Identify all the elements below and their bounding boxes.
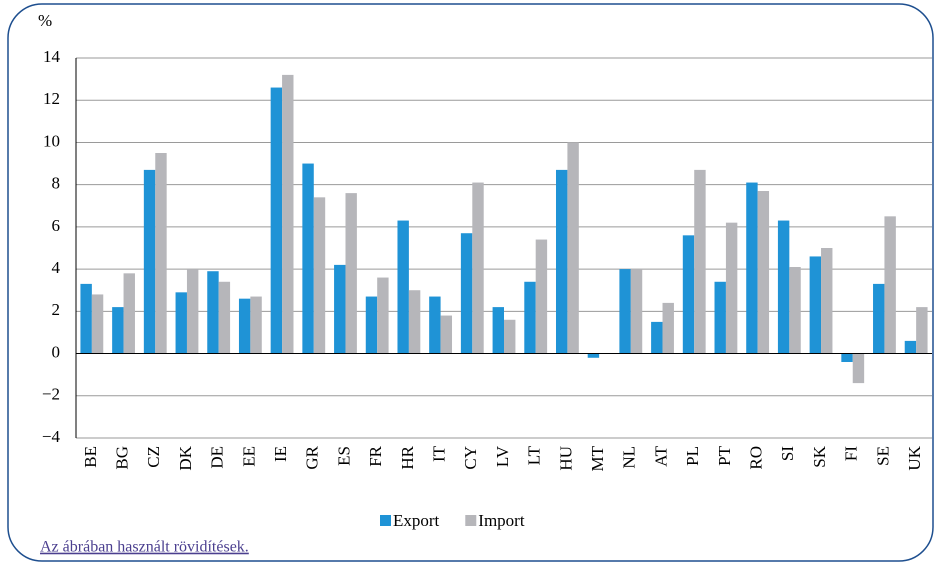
x-tick-label: SI: [778, 446, 797, 461]
y-axis-label: %: [38, 11, 52, 30]
bar: [377, 277, 389, 354]
bar: [460, 233, 473, 354]
bar: [746, 182, 758, 354]
legend-swatch: [380, 515, 391, 526]
bar: [238, 298, 251, 354]
x-tick-label: SK: [810, 445, 829, 467]
bar: [884, 216, 896, 354]
x-tick-label: NL: [620, 446, 639, 469]
y-tick-label: −4: [42, 427, 61, 446]
x-tick-label: ES: [334, 446, 353, 466]
x-tick-label: PL: [683, 446, 702, 466]
bar: [535, 239, 548, 354]
x-tick-label: CY: [461, 446, 480, 470]
y-tick-label: 4: [52, 258, 61, 277]
legend-swatch: [465, 515, 477, 526]
bar: [270, 87, 283, 354]
bar: [365, 296, 378, 354]
bar: [472, 182, 484, 354]
bar: [345, 193, 357, 354]
x-tick-label: BE: [81, 446, 100, 468]
bar: [587, 353, 600, 358]
bar: [682, 235, 695, 354]
y-tick-label: −2: [42, 385, 60, 404]
bar: [504, 319, 516, 354]
x-tick-label: FR: [366, 445, 385, 466]
bar: [777, 220, 790, 354]
bar: [725, 222, 738, 354]
bar: [809, 256, 822, 354]
abbreviations-link[interactable]: Az ábrában használt rövidítések.: [40, 539, 249, 556]
x-tick-label: IT: [429, 445, 448, 462]
y-tick-label: 12: [43, 89, 60, 108]
legend-label: Import: [478, 511, 525, 530]
x-tick-label: DK: [176, 445, 195, 470]
x-tick-label: LV: [493, 445, 512, 467]
y-tick-label: 0: [52, 342, 61, 361]
bar: [175, 292, 187, 354]
bar: [841, 353, 853, 362]
bar: [408, 290, 421, 354]
bar: [662, 302, 674, 354]
y-tick-label: 6: [52, 216, 61, 235]
bar: [80, 283, 92, 354]
x-tick-label: RO: [747, 446, 766, 470]
legend-label: Export: [393, 511, 440, 530]
bar: [821, 248, 833, 354]
x-tick-label: EE: [239, 446, 258, 467]
bar: [694, 169, 706, 354]
bar: [397, 220, 409, 354]
x-tick-label: IE: [271, 446, 290, 462]
x-tick-label: DE: [208, 446, 227, 469]
bar: [873, 283, 885, 354]
bar: [123, 273, 135, 354]
bar: [567, 142, 579, 354]
bar: [429, 296, 441, 354]
bar: [218, 281, 231, 354]
x-tick-label: GR: [303, 445, 322, 469]
bar: [524, 281, 536, 354]
bar: [207, 271, 219, 354]
bar: [91, 294, 104, 354]
x-tick-label: PT: [715, 445, 734, 465]
x-tick-label: MT: [588, 445, 607, 471]
bar: [852, 353, 865, 384]
bar: [757, 191, 770, 354]
bar: [555, 169, 568, 354]
x-tick-label: SE: [873, 446, 892, 466]
bar: [789, 267, 801, 354]
bar: [112, 307, 124, 354]
bar: [143, 169, 156, 354]
bar: [440, 315, 453, 354]
y-tick-label: 2: [52, 300, 61, 319]
bar: [904, 340, 917, 354]
bar: [250, 296, 262, 354]
bar: [630, 269, 643, 354]
bar: [651, 321, 663, 354]
x-tick-label: UK: [905, 445, 924, 470]
bar: [155, 153, 167, 354]
bar: [282, 74, 294, 354]
bar: [714, 281, 726, 354]
x-tick-label: AT: [651, 445, 670, 466]
bar: [302, 163, 314, 354]
y-tick-label: 8: [52, 174, 61, 193]
y-tick-label: 10: [43, 131, 60, 150]
y-tick-label: 14: [43, 47, 61, 66]
x-tick-label: CZ: [144, 446, 163, 468]
bar: [186, 269, 199, 354]
bar: [619, 269, 631, 354]
bar: [916, 307, 928, 354]
x-tick-label: BG: [112, 446, 131, 470]
x-tick-label: HU: [556, 446, 575, 471]
x-tick-label: FI: [842, 446, 861, 461]
x-tick-label: LT: [525, 445, 544, 465]
bar: [313, 197, 326, 354]
x-tick-label: HR: [398, 445, 417, 469]
bar: [492, 307, 504, 354]
bar: [334, 264, 346, 354]
